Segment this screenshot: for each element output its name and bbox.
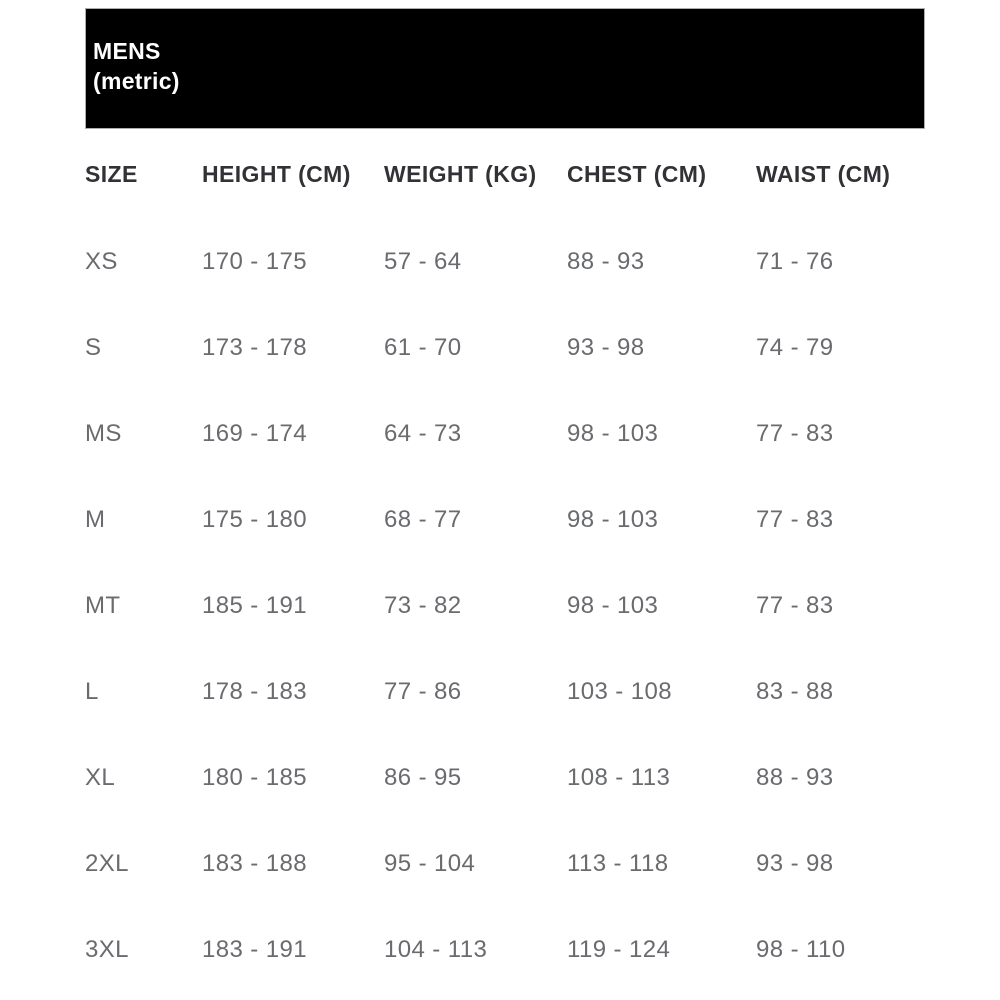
value-cell: 77 - 83 [756, 506, 834, 533]
size-cell: 2XL [85, 850, 129, 877]
value-cell: 175 - 180 [202, 506, 308, 533]
value-cell: 108 - 113 [567, 764, 671, 791]
size-cell: MT [85, 592, 121, 619]
column-header-chest: CHEST (CM) [567, 160, 707, 187]
column-header-waist: WAIST (CM) [756, 160, 891, 187]
value-cell: 98 - 103 [567, 506, 659, 533]
size-chart-table: SIZE HEIGHT (CM) WEIGHT (KG) CHEST (CM) … [85, 129, 924, 993]
value-cell: 61 - 70 [384, 334, 462, 361]
table-row: XS 170 - 175 57 - 64 88 - 93 71 - 76 [85, 219, 924, 305]
size-cell: M [85, 506, 106, 533]
value-cell: 183 - 191 [202, 936, 308, 963]
value-cell: 77 - 86 [384, 678, 462, 705]
value-cell: 170 - 175 [202, 248, 308, 275]
value-cell: 173 - 178 [202, 334, 308, 361]
value-cell: 180 - 185 [202, 764, 308, 791]
value-cell: 93 - 98 [567, 334, 645, 361]
value-cell: 178 - 183 [202, 678, 308, 705]
column-header-weight: WEIGHT (KG) [384, 160, 537, 187]
value-cell: 68 - 77 [384, 506, 462, 533]
value-cell: 73 - 82 [384, 592, 462, 619]
value-cell: 183 - 188 [202, 850, 308, 877]
size-cell: S [85, 334, 102, 361]
table-row: 3XL 183 - 191 104 - 113 119 - 124 98 - 1… [85, 907, 924, 993]
value-cell: 77 - 83 [756, 592, 834, 619]
size-cell: 3XL [85, 936, 129, 963]
value-cell: 98 - 103 [567, 592, 659, 619]
value-cell: 71 - 76 [756, 248, 834, 275]
value-cell: 104 - 113 [384, 936, 488, 963]
value-cell: 64 - 73 [384, 420, 462, 447]
value-cell: 74 - 79 [756, 334, 834, 361]
value-cell: 98 - 103 [567, 420, 659, 447]
table-row: MT 185 - 191 73 - 82 98 - 103 77 - 83 [85, 563, 924, 649]
value-cell: 185 - 191 [202, 592, 308, 619]
table-row: MS 169 - 174 64 - 73 98 - 103 77 - 83 [85, 391, 924, 477]
value-cell: 93 - 98 [756, 850, 834, 877]
header-row: SIZE HEIGHT (CM) WEIGHT (KG) CHEST (CM) … [85, 129, 924, 219]
value-cell: 113 - 118 [567, 850, 669, 877]
title-banner: MENS (metric) [85, 8, 925, 129]
table-row: M 175 - 180 68 - 77 98 - 103 77 - 83 [85, 477, 924, 563]
value-cell: 83 - 88 [756, 678, 834, 705]
value-cell: 88 - 93 [756, 764, 834, 791]
table-row: XL 180 - 185 86 - 95 108 - 113 88 - 93 [85, 735, 924, 821]
table-row: 2XL 183 - 188 95 - 104 113 - 118 93 - 98 [85, 821, 924, 907]
table-row: L 178 - 183 77 - 86 103 - 108 83 - 88 [85, 649, 924, 735]
value-cell: 103 - 108 [567, 678, 673, 705]
value-cell: 77 - 83 [756, 420, 834, 447]
value-cell: 86 - 95 [384, 764, 462, 791]
banner-title: MENS [93, 38, 161, 64]
value-cell: 98 - 110 [756, 936, 846, 963]
size-cell: XS [85, 248, 118, 275]
banner-subtitle: (metric) [93, 68, 180, 94]
column-header-height: HEIGHT (CM) [202, 160, 351, 187]
size-cell: XL [85, 764, 116, 791]
value-cell: 119 - 124 [567, 936, 671, 963]
size-cell: MS [85, 420, 122, 447]
value-cell: 57 - 64 [384, 248, 462, 275]
value-cell: 169 - 174 [202, 420, 308, 447]
size-cell: L [85, 678, 99, 705]
table-row: S 173 - 178 61 - 70 93 - 98 74 - 79 [85, 305, 924, 391]
value-cell: 95 - 104 [384, 850, 476, 877]
column-header-size: SIZE [85, 160, 138, 187]
value-cell: 88 - 93 [567, 248, 645, 275]
